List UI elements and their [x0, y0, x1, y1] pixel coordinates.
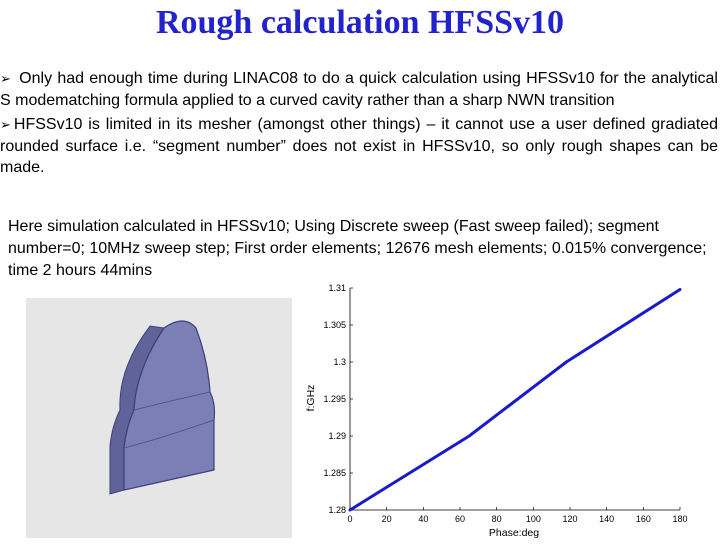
x-tick-label: 140	[599, 514, 614, 524]
x-axis-title: Phase:deg	[489, 527, 539, 539]
x-tick-label: 0	[347, 514, 352, 524]
y-tick-label: 1.295	[323, 394, 346, 404]
x-tick-label: 40	[418, 514, 428, 524]
frequency-phase-chart: 1.28 1.285 1.29 1.295 1.3 1.305 1.31 0 20 40 60 80 1…	[292, 278, 712, 540]
bullet-linac08: ➢ Only had enough time during LINAC08 to…	[0, 68, 718, 111]
x-tick-label: 20	[382, 514, 392, 524]
bullet-mesher-limit: ➢ HFSSv10 is limited in its mesher (among…	[0, 114, 718, 178]
y-tick-label: 1.28	[328, 505, 346, 515]
y-tick-label: 1.29	[328, 431, 346, 441]
frequency-curve	[348, 288, 682, 512]
cavity-model-image	[26, 298, 292, 538]
y-axis-title: f:GHz	[305, 385, 317, 412]
arrow-bullet-icon: ➢	[0, 72, 11, 87]
bullet-text: HFSSv10 is limited in its mesher (amongs…	[0, 116, 718, 176]
x-tick-label: 180	[672, 514, 687, 524]
slide-title: Rough calculation HFSSv10	[155, 4, 565, 41]
bullet-list: ➢ Only had enough time during LINAC08 to…	[0, 68, 718, 181]
chart-series	[348, 288, 682, 512]
y-tick-label: 1.3	[333, 357, 346, 367]
y-tick-label: 1.285	[323, 468, 346, 478]
cavity-facet-lines	[123, 391, 215, 449]
x-tick-label: 80	[492, 514, 502, 524]
arrow-bullet-icon: ➢	[0, 118, 11, 133]
y-tick-label: 1.31	[328, 283, 346, 293]
chart-ticks: 1.28 1.285 1.29 1.295 1.3 1.305 1.31 0 20 40 60 80 1…	[323, 283, 687, 524]
simulation-note: Here simulation calculated in HFSSv10; U…	[8, 218, 707, 279]
y-tick-label: 1.305	[323, 320, 346, 330]
x-tick-label: 100	[526, 514, 541, 524]
bullet-text: Only had enough time during LINAC08 to d…	[0, 70, 718, 109]
x-tick-label: 160	[636, 514, 651, 524]
x-tick-label: 120	[562, 514, 577, 524]
cavity-front-face	[123, 320, 216, 491]
x-tick-label: 60	[455, 514, 465, 524]
